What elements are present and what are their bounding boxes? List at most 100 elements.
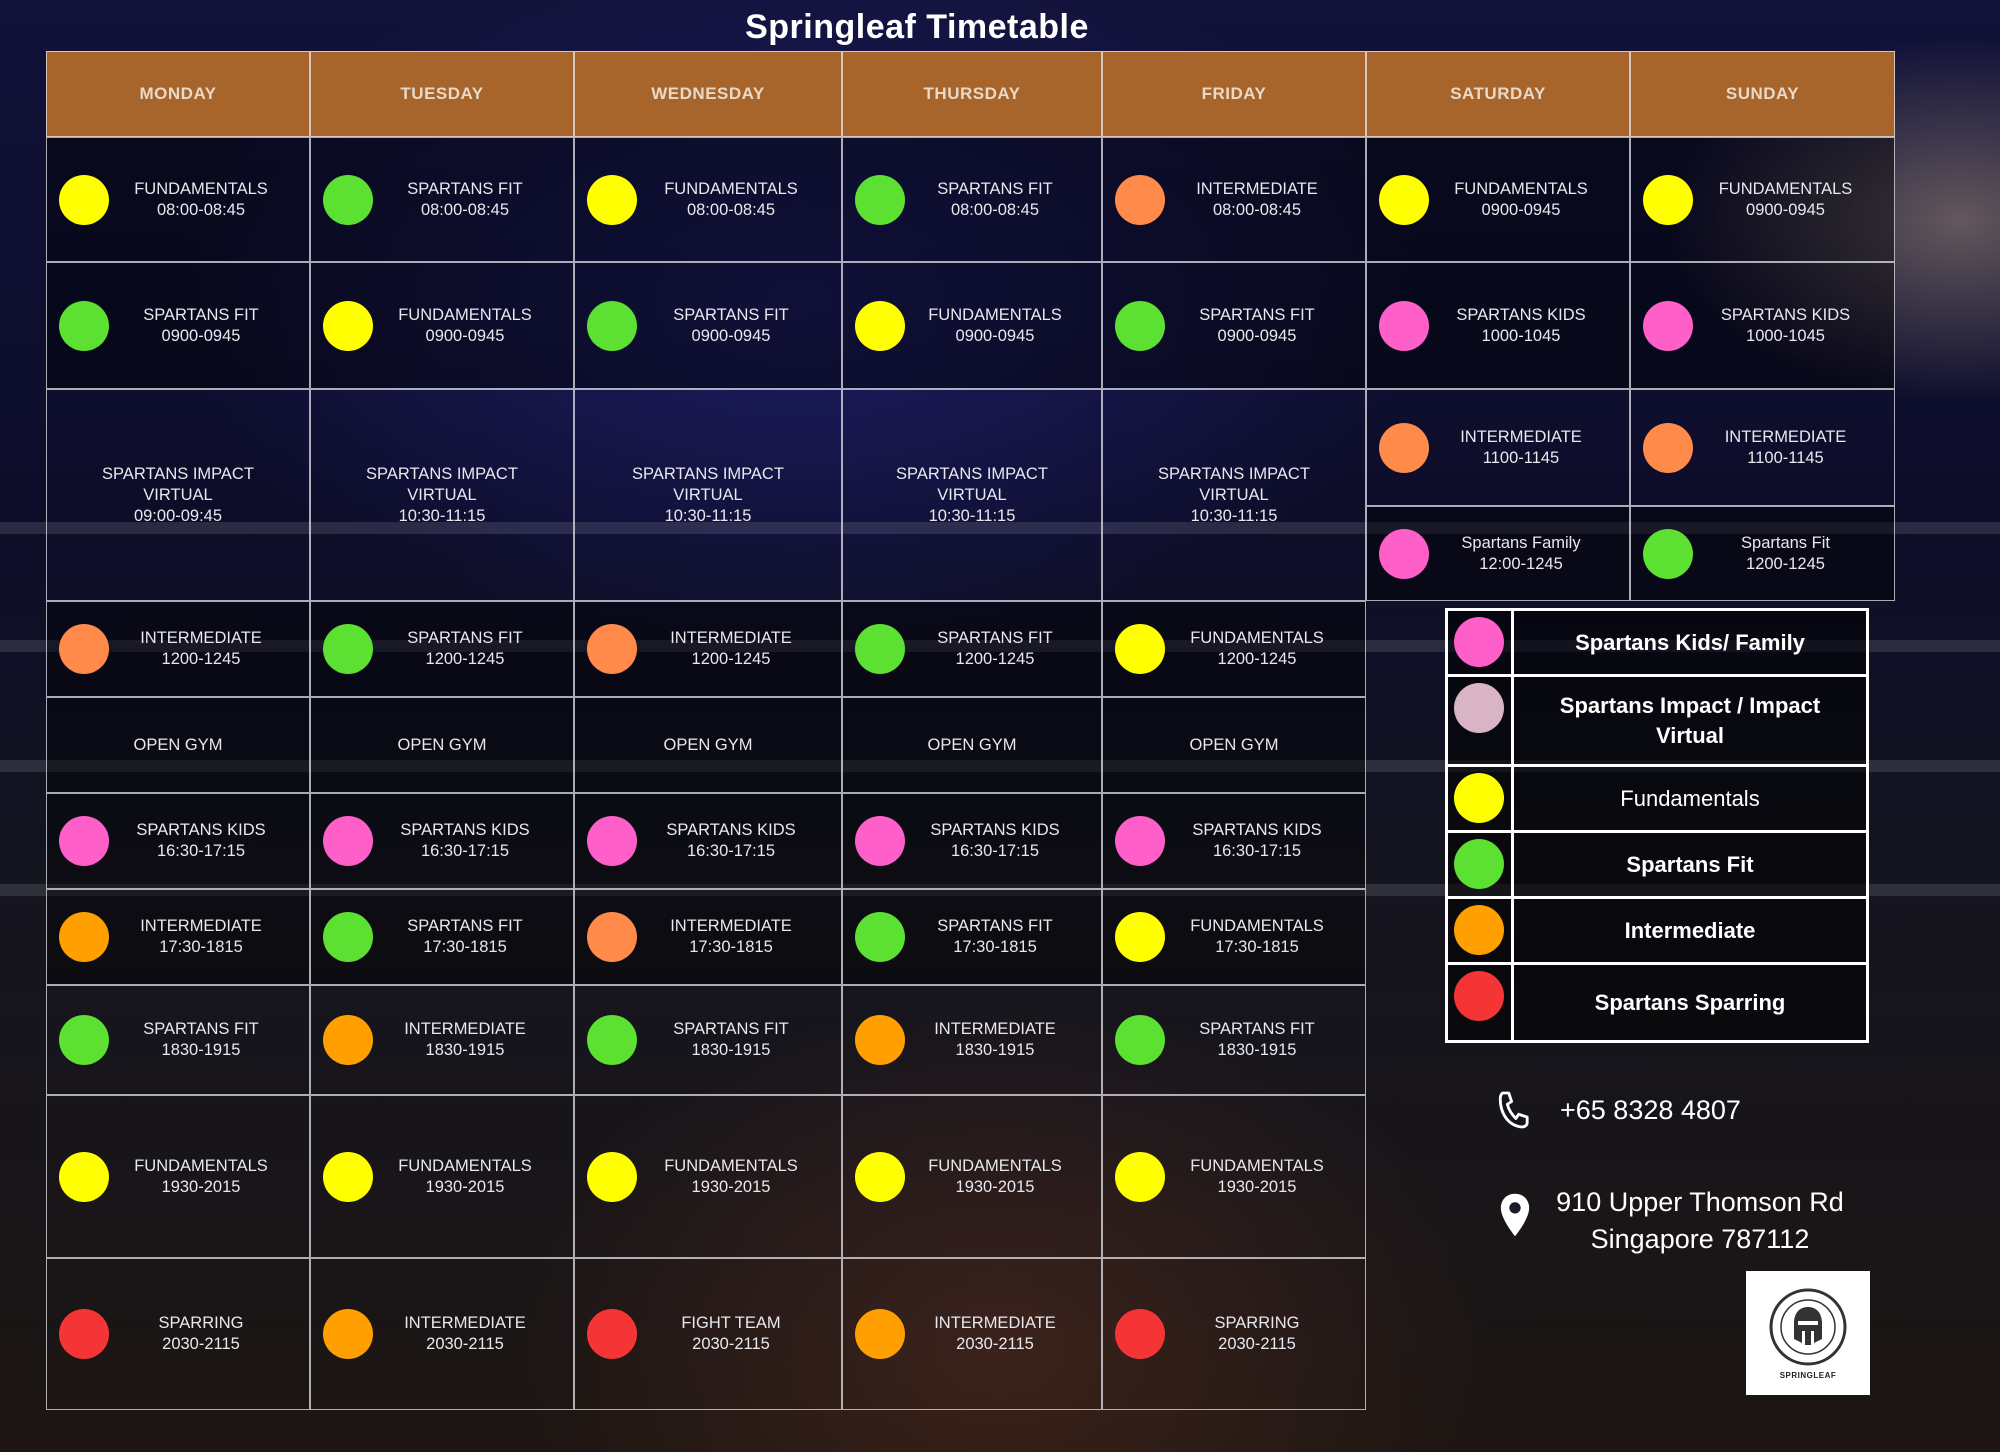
phone-number[interactable]: +65 8328 4807 [1560,1095,1741,1125]
day-header-saturday: SATURDAY [1366,51,1630,137]
legend-swatch [1448,899,1514,962]
ring-rope [0,522,2000,534]
legend-swatch [1448,833,1514,896]
class-slot: SPARTANS KIDS 16:30-17:15 [842,793,1102,889]
class-slot: SPARTANS KIDS 16:30-17:15 [46,793,310,889]
class-color-dot [855,1309,905,1359]
class-slot: INTERMEDIATE 08:00-08:45 [1102,137,1366,262]
class-slot: FUNDAMENTALS 0900-0945 [1366,137,1630,262]
class-name: SPARTANS FIT [407,629,523,647]
legend-color-dot [1454,839,1504,889]
class-color-dot [1115,174,1165,225]
class-name: INTERMEDIATE [670,629,792,647]
class-color-dot [59,174,109,225]
class-name: SPARTANS KIDS [136,821,266,839]
class-color-dot [1115,624,1165,674]
class-name: FUNDAMENTALS [664,1156,798,1175]
class-name: INTERMEDIATE [1196,179,1318,198]
class-name: OPEN GYM [927,735,1017,754]
class-time: 16:30-17:15 [420,842,510,860]
class-slot: INTERMEDIATE 1100-1145 [1366,389,1630,506]
legend-label: Spartans Impact / Impact Virtual [1559,692,1821,748]
class-time: 0900-0945 [1481,200,1561,219]
class-color-dot [587,1015,637,1065]
class-slot: Spartans Family 12:00-1245 [1366,506,1630,601]
class-color-dot [1379,422,1429,473]
class-time: 1930-2015 [161,1177,241,1196]
class-name: INTERMEDIATE [140,917,262,935]
map-pin-icon [1498,1192,1532,1238]
class-time: 10:30-11:15 [1190,506,1278,525]
class-name: FUNDAMENTALS [398,1156,532,1175]
class-name: OPEN GYM [1189,735,1279,754]
class-slot: SPARTANS KIDS 16:30-17:15 [310,793,574,889]
class-time: 0900-0945 [1746,200,1825,219]
class-time: 10:30-11:15 [928,506,1016,525]
class-name: SPARTANS IMPACT VIRTUAL [1158,464,1310,504]
class-slot: INTERMEDIATE 1200-1245 [46,601,310,697]
class-slot: OPEN GYM [46,697,310,793]
class-slot: SPARTANS KIDS 16:30-17:15 [1102,793,1366,889]
class-name: INTERMEDIATE [404,1314,526,1332]
class-time: 2030-2115 [692,1335,770,1353]
class-color-dot [587,1309,637,1359]
class-name: INTERMEDIATE [934,1020,1056,1038]
class-slot: INTERMEDIATE 1100-1145 [1630,389,1895,506]
legend-row: Spartans Kids/ Family [1448,611,1866,677]
class-time: 17:30-1815 [689,938,773,956]
class-color-dot [587,816,637,866]
class-name: FUNDAMENTALS [1190,1156,1324,1175]
class-name: FUNDAMENTALS [398,305,532,324]
legend-label: Spartans Sparring [1594,989,1786,1015]
class-color-dot [855,1151,905,1202]
class-name: INTERMEDIATE [1724,427,1847,446]
class-time: 16:30-17:15 [1212,842,1302,860]
logo-caption: SPRINGLEAF [1779,1370,1837,1380]
address-line-1: 910 Upper Thomson Rd [1556,1187,1844,1217]
class-slot: FUNDAMENTALS 1930-2015 [842,1095,1102,1258]
class-name: Spartans Family [1461,533,1581,552]
class-slot: SPARTANS FIT 1830-1915 [1102,985,1366,1095]
class-slot: FUNDAMENTALS 08:00-08:45 [46,137,310,262]
class-color-dot [323,816,373,866]
class-color-dot [59,1015,109,1065]
class-slot: SPARTANS FIT 08:00-08:45 [842,137,1102,262]
class-time: 1200-1245 [425,650,505,668]
class-color-dot [323,1309,373,1359]
class-slot: FUNDAMENTALS 1930-2015 [46,1095,310,1258]
phone-icon [1496,1090,1530,1130]
class-name: SPARTANS FIT [1199,1020,1315,1038]
class-slot: SPARTANS FIT 0900-0945 [46,262,310,389]
class-name: FUNDAMENTALS [1190,629,1324,647]
legend-swatch [1448,965,1514,1040]
class-time: 16:30-17:15 [950,842,1040,860]
address-line-2: Singapore 787112 [1590,1224,1810,1254]
class-slot: SPARTANS FIT 0900-0945 [1102,262,1366,389]
class-name: SPARTANS KIDS [666,821,796,839]
legend-label: Spartans Kids/ Family [1575,629,1805,655]
class-slot: SPARTANS FIT 1830-1915 [46,985,310,1095]
class-color-dot [323,1015,373,1065]
day-header-wednesday: WEDNESDAY [574,51,842,137]
class-time: 1930-2015 [1217,1177,1297,1196]
class-name: SPARTANS IMPACT VIRTUAL [632,464,784,504]
class-color-dot [587,300,637,351]
class-time: 1830-1915 [161,1041,241,1059]
class-name: SPARRING [158,1314,244,1332]
class-name: FUNDAMENTALS [928,305,1062,324]
class-color-dot [855,816,905,866]
class-name: FUNDAMENTALS [928,1156,1062,1175]
class-color-dot [587,1151,637,1202]
legend-swatch [1448,611,1514,674]
class-slot: SPARTANS FIT 1200-1245 [842,601,1102,697]
day-header-monday: MONDAY [46,51,310,137]
class-slot: OPEN GYM [310,697,574,793]
day-header-friday: FRIDAY [1102,51,1366,137]
class-time: 2030-2115 [162,1335,240,1353]
class-name: SPARTANS FIT [673,1020,789,1038]
class-slot: SPARTANS KIDS 1000-1045 [1366,262,1630,389]
class-slot: SPARTANS IMPACT VIRTUAL 10:30-11:15 [310,389,574,601]
class-color-dot [1115,300,1165,351]
class-slot: FUNDAMENTALS 0900-0945 [1630,137,1895,262]
class-time: 1000-1045 [1746,326,1825,345]
